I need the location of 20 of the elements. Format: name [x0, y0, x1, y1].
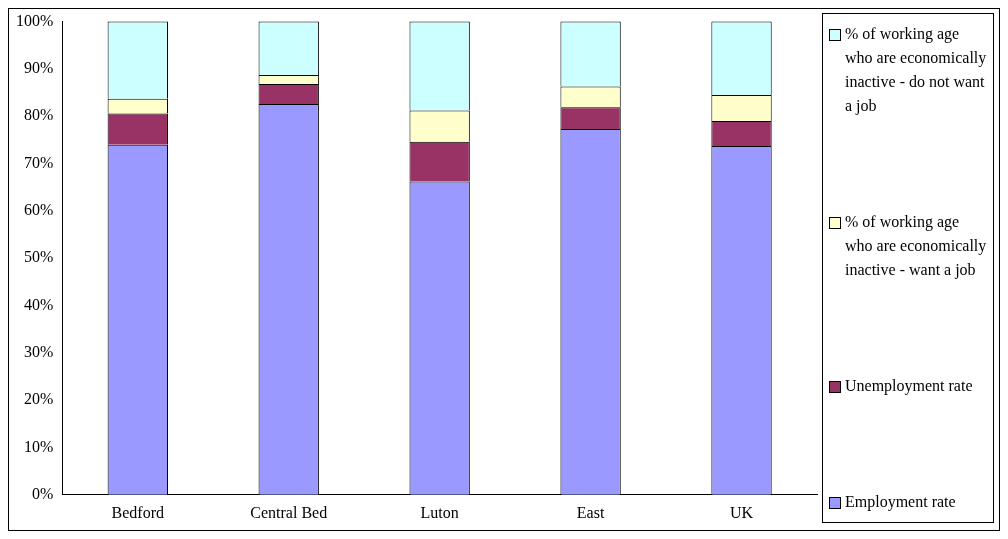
- legend-label: % of working age who are economically inactive - do not want a job: [845, 24, 987, 117]
- y-tick-label: 80%: [24, 106, 54, 124]
- legend-label: Employment rate: [845, 492, 956, 513]
- y-tick-label: 20%: [24, 390, 54, 408]
- y-tick-label: 10%: [24, 437, 54, 455]
- y-tick-label: 50%: [24, 248, 54, 266]
- x-tick-label: Bedford: [111, 503, 165, 521]
- y-tick-label: 70%: [24, 153, 54, 171]
- x-tick-label: UK: [729, 503, 754, 521]
- y-tick-label: 60%: [24, 201, 54, 219]
- x-tick-label: Central Bed: [250, 503, 328, 521]
- x-tick-label: East: [576, 503, 605, 521]
- x-tick-label: Luton: [420, 503, 459, 521]
- y-tick-label: 100%: [16, 11, 54, 29]
- y-tick-label: 40%: [24, 295, 54, 313]
- legend-label: % of working age who are economically inactive - want a job: [845, 212, 987, 281]
- y-tick-label: 0%: [32, 485, 54, 502]
- y-tick-label: 30%: [24, 343, 54, 361]
- legend-label: Unemployment rate: [845, 376, 973, 397]
- y-tick-label: 90%: [24, 59, 54, 77]
